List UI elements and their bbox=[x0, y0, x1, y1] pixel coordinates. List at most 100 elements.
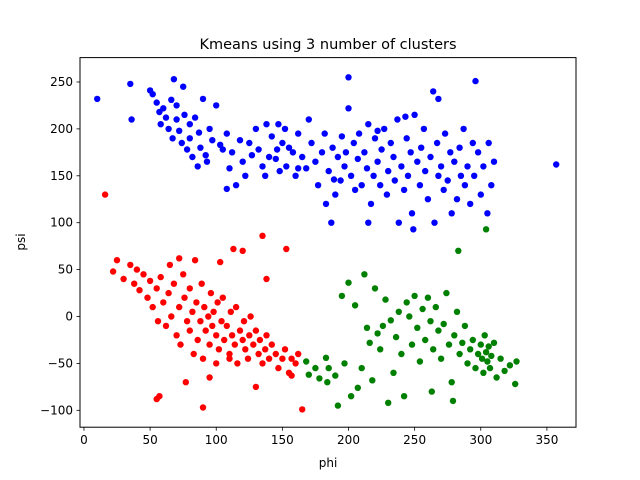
blue-cluster-point bbox=[422, 167, 429, 175]
x-tick-label: 150 bbox=[271, 433, 294, 447]
green-cluster-point bbox=[316, 375, 323, 382]
red-cluster-point bbox=[247, 313, 254, 320]
red-cluster-point bbox=[259, 232, 266, 239]
green-cluster-point bbox=[440, 320, 447, 328]
x-axis: 0 50 100 150 200 250 300 350 bbox=[80, 427, 558, 447]
red-cluster-point bbox=[173, 332, 180, 339]
x-tick-label: 0 bbox=[80, 433, 88, 447]
x-tick-label: 250 bbox=[403, 433, 426, 447]
green-cluster-point bbox=[481, 332, 488, 339]
red-cluster-point bbox=[199, 355, 207, 362]
green-cluster-point bbox=[513, 358, 520, 365]
red-cluster-point bbox=[170, 280, 178, 287]
blue-cluster-point bbox=[308, 139, 315, 147]
red-cluster-point bbox=[226, 350, 233, 358]
red-cluster-point bbox=[221, 336, 228, 344]
blue-cluster-point bbox=[469, 139, 476, 147]
blue-cluster-point bbox=[437, 163, 445, 170]
blue-cluster-point bbox=[381, 125, 388, 133]
blue-cluster-point bbox=[363, 165, 371, 172]
blue-cluster-point bbox=[467, 200, 474, 208]
blue-cluster-point bbox=[303, 165, 310, 172]
x-tick-label: 350 bbox=[535, 433, 558, 447]
blue-cluster-point bbox=[404, 172, 412, 179]
blue-cluster-point bbox=[411, 111, 418, 119]
red-cluster-point bbox=[227, 308, 234, 315]
green-cluster-point bbox=[382, 296, 389, 303]
blue-cluster-point bbox=[263, 121, 270, 128]
red-cluster-point bbox=[189, 308, 196, 315]
blue-cluster-point bbox=[329, 144, 336, 151]
green-cluster-point bbox=[371, 285, 379, 292]
plot-frame bbox=[79, 57, 577, 428]
blue-cluster-point bbox=[202, 152, 209, 159]
blue-cluster-point bbox=[345, 74, 352, 81]
green-cluster-point bbox=[408, 341, 416, 348]
red-cluster-point bbox=[279, 355, 286, 362]
red-cluster-point bbox=[181, 294, 188, 301]
blue-cluster-point bbox=[242, 172, 249, 179]
blue-cluster-point bbox=[295, 130, 302, 137]
green-cluster-point bbox=[493, 374, 500, 381]
red-cluster-point bbox=[234, 360, 241, 367]
red-cluster-point bbox=[198, 280, 205, 287]
blue-cluster-point bbox=[460, 125, 467, 133]
blue-cluster-point bbox=[367, 200, 375, 208]
red-cluster-point bbox=[223, 322, 230, 330]
green-cluster-point bbox=[482, 226, 490, 233]
blue-cluster-point bbox=[407, 149, 414, 156]
green-cluster-point bbox=[334, 402, 342, 409]
red-cluster-point bbox=[242, 346, 249, 353]
red-cluster-point bbox=[288, 355, 295, 362]
blue-cluster-point bbox=[441, 130, 449, 137]
green-cluster-point bbox=[469, 336, 476, 344]
blue-cluster-point bbox=[433, 139, 441, 147]
blue-cluster-point bbox=[276, 167, 283, 175]
green-cluster-point bbox=[358, 364, 365, 372]
red-cluster-point bbox=[239, 336, 246, 344]
blue-cluster-point bbox=[226, 165, 233, 172]
y-tick-label: 150 bbox=[50, 169, 73, 183]
blue-cluster-point bbox=[424, 196, 432, 203]
red-cluster-point bbox=[268, 341, 275, 348]
blue-cluster-point bbox=[236, 137, 244, 144]
blue-cluster-point bbox=[488, 182, 495, 189]
green-cluster-point bbox=[345, 279, 352, 286]
red-cluster-point bbox=[165, 289, 172, 297]
green-cluster-point bbox=[428, 388, 435, 395]
red-cluster-point bbox=[236, 327, 244, 334]
blue-cluster-point bbox=[400, 186, 408, 194]
blue-cluster-point bbox=[149, 91, 156, 98]
blue-cluster-point bbox=[371, 135, 379, 142]
red-cluster-point bbox=[295, 350, 302, 358]
green-cluster-point bbox=[445, 341, 453, 348]
green-cluster-point bbox=[467, 346, 474, 353]
red-cluster-point bbox=[156, 393, 163, 400]
blue-cluster-point bbox=[414, 158, 421, 165]
green-cluster-point bbox=[451, 332, 458, 339]
blue-cluster-point bbox=[228, 149, 236, 156]
red-cluster-point bbox=[140, 271, 147, 278]
green-cluster-point bbox=[324, 379, 331, 386]
blue-cluster-point bbox=[160, 105, 167, 112]
red-cluster-point bbox=[153, 285, 160, 292]
blue-cluster-point bbox=[383, 191, 391, 198]
blue-cluster-point bbox=[341, 163, 348, 170]
blue-cluster-point bbox=[355, 130, 363, 137]
red-cluster-point bbox=[213, 360, 220, 367]
red-cluster-point bbox=[281, 346, 289, 353]
red-cluster-point bbox=[230, 245, 237, 253]
green-cluster-point bbox=[377, 346, 384, 353]
blue-cluster-point bbox=[289, 149, 297, 156]
y-tick-label: −50 bbox=[48, 356, 73, 370]
blue-cluster-point bbox=[248, 152, 256, 159]
blue-cluster-point bbox=[395, 219, 402, 226]
red-cluster-point bbox=[275, 364, 282, 372]
blue-cluster-point bbox=[351, 186, 359, 194]
green-cluster-point bbox=[485, 343, 492, 350]
green-cluster-point bbox=[385, 399, 392, 406]
blue-cluster-point bbox=[283, 163, 290, 170]
green-cluster-point bbox=[387, 317, 394, 324]
red-cluster-point bbox=[146, 277, 154, 285]
